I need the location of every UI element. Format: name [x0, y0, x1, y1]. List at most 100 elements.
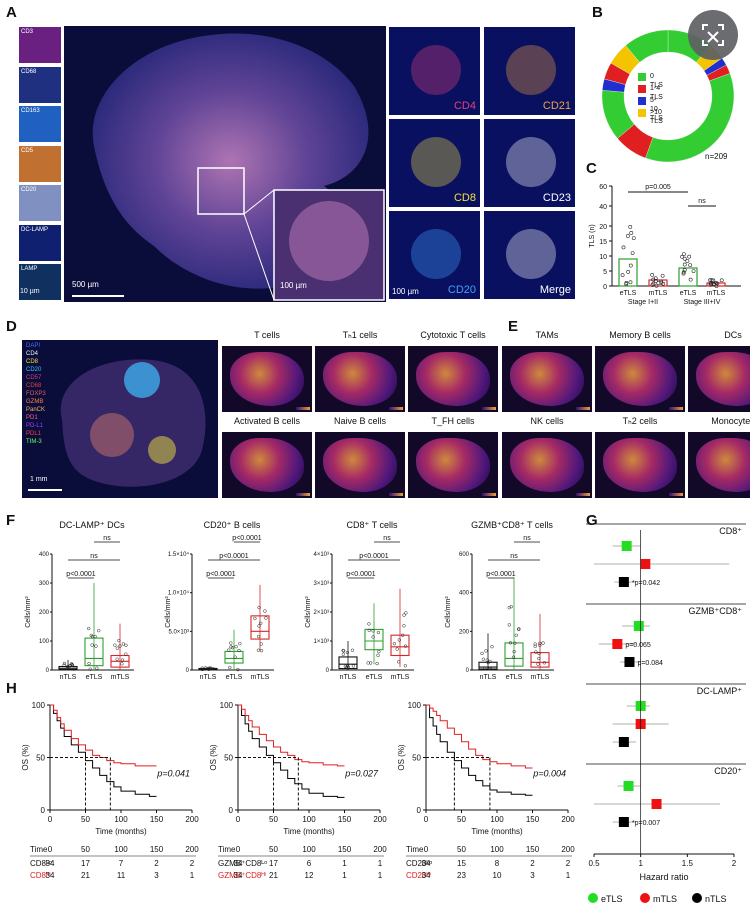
c-point: [720, 279, 723, 282]
h-risk-header: 50: [81, 845, 90, 854]
h-risk-header: 200: [561, 845, 575, 854]
h-survival-curve: [50, 705, 157, 796]
h-ytick-label: 100: [220, 701, 234, 710]
f-point: [264, 610, 267, 613]
map-title: DCs: [688, 330, 750, 340]
f-point: [254, 617, 257, 620]
h-xtick-label: 50: [81, 815, 90, 824]
f-point: [87, 627, 90, 630]
f-annotation: ns: [510, 553, 518, 560]
legend-swatch: [638, 85, 646, 93]
c-annotation: p=0.005: [645, 184, 671, 191]
h-risk-cell: 17: [81, 859, 90, 868]
c-point: [629, 225, 632, 228]
h-risk-cell: 21: [81, 871, 90, 880]
tile-blob: [411, 45, 461, 95]
map-title: NK cells: [502, 416, 592, 426]
map-title: Monocytes: [688, 416, 750, 426]
f-point: [377, 650, 380, 653]
legend-swatch: [638, 109, 646, 117]
f-point: [376, 662, 379, 665]
f-point: [352, 665, 355, 668]
h-survival-curve: [238, 705, 345, 797]
h-risk-cell: 34: [422, 859, 431, 868]
visual-search-button[interactable]: [688, 10, 738, 60]
h-risk-cell: 34: [46, 859, 55, 868]
h-xtick-label: 100: [302, 815, 316, 824]
h-xlabel: Time (months): [471, 827, 523, 836]
f-category: mTLS: [251, 674, 270, 681]
c-point: [632, 237, 635, 240]
f-annotation: ns: [103, 535, 111, 542]
g-xlabel: Hazard ratio: [639, 872, 688, 882]
h-risk-cell: 3: [530, 871, 535, 880]
h-risk-cell: 15: [457, 859, 466, 868]
f-ytick-label: 3×10³: [313, 581, 329, 587]
c-point: [627, 270, 630, 273]
h-risk-cell: 34: [46, 871, 55, 880]
h-ytick-label: 50: [224, 754, 233, 763]
cohort-size: n=209: [705, 152, 727, 161]
spatial-map-t-cells: [315, 346, 405, 412]
map-heat: [603, 438, 677, 492]
strip-image: CD68: [18, 66, 62, 104]
g-group-title: CD20⁺: [714, 766, 742, 776]
h-xtick-label: 150: [150, 815, 164, 824]
f-point: [342, 653, 345, 656]
spatial-map-nk-cells: [502, 432, 592, 498]
tile-blob: [506, 229, 556, 279]
strip-label: CD5: [21, 148, 33, 154]
g-legend-label: mTLS: [653, 894, 677, 904]
f-ylabel: Cells/mm²: [445, 596, 452, 628]
h-xtick-label: 150: [526, 815, 540, 824]
map-colorbar: [389, 493, 403, 496]
marker-tile-merge: Merge: [483, 210, 576, 300]
g-marker: [640, 559, 650, 569]
c-category: mTLS: [707, 290, 726, 297]
c-point: [622, 246, 625, 249]
h-ytick-label: 0: [229, 806, 234, 815]
f-category: eTLS: [366, 674, 383, 681]
c-ytick-label: 60: [599, 184, 607, 191]
c-ytick-label: 15: [599, 239, 607, 246]
h-pvalue: p=0.027: [344, 768, 379, 778]
spatial-map-monocytes: [688, 432, 750, 498]
strip-label: CD3: [21, 29, 33, 35]
f-ytick-label: 0: [46, 668, 50, 674]
tile-blob: [506, 45, 556, 95]
c-group: Stage III+IV: [684, 299, 721, 306]
h-ytick-label: 0: [417, 806, 422, 815]
marker-tile-cd21: CD21: [483, 26, 576, 116]
map-heat: [510, 352, 584, 406]
h-risk-cell: 7: [119, 859, 124, 868]
f-annotation: p<0.0001: [486, 571, 515, 578]
panel-label-h: H: [6, 680, 17, 697]
c-point: [692, 270, 695, 273]
c-point: [686, 259, 689, 262]
f-ylabel: Cells/mm²: [165, 596, 172, 628]
spatial-map-t-cells: [595, 432, 685, 498]
h-ytick-label: 50: [412, 754, 421, 763]
h-risk-header: 100: [490, 845, 504, 854]
h-risk-header: 50: [269, 845, 278, 854]
c-point: [629, 281, 632, 284]
legend-swatch: [638, 73, 646, 81]
h-ylabel: OS (%): [397, 744, 406, 771]
h-risk-cell: 34: [234, 871, 243, 880]
tile-label: CD21: [543, 100, 571, 112]
map-title: Naive B cells: [315, 416, 405, 426]
f-category: eTLS: [86, 674, 103, 681]
spatial-map-tams: [502, 346, 592, 412]
f-point: [515, 634, 518, 637]
f-ylabel: Cells/mm²: [25, 596, 32, 628]
f-ytick-label: 0: [326, 668, 330, 674]
f-category: mTLS: [391, 674, 410, 681]
h-risk-cell: 2: [190, 859, 195, 868]
f-category: eTLS: [506, 674, 523, 681]
f-ytick-label: 4×10³: [313, 552, 329, 558]
h-risk-header: 50: [457, 845, 466, 854]
density-box-plots: DC-LAMP⁺ DCs0100200300400Cells/mm²nTLS eT…: [18, 520, 578, 686]
h-risk-cell: 2: [530, 859, 535, 868]
h-risk-header: 150: [526, 845, 540, 854]
g-legend-label: eTLS: [601, 894, 623, 904]
